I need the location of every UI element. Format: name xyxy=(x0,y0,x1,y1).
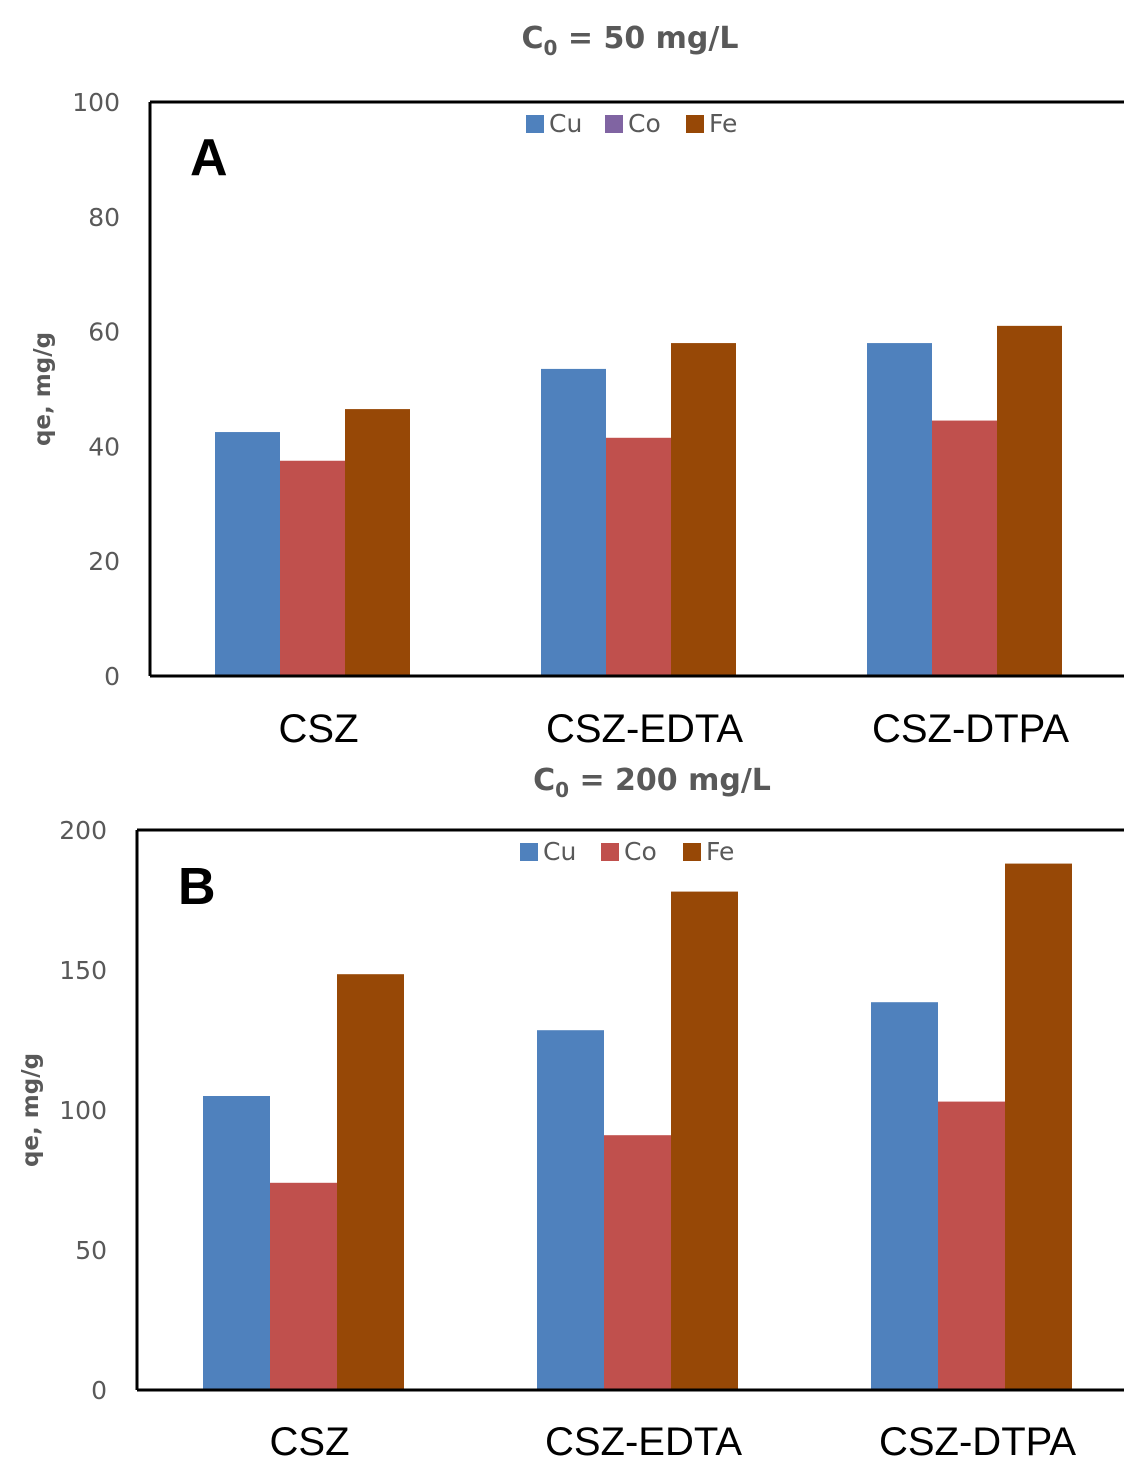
chart-b: C0 = 200 mg/L 0 50 100 150 200 qe, mg/g CSZ CSZ-… xyxy=(18,763,1124,1458)
chart-a-title: C0 = 50 mg/L xyxy=(522,21,739,60)
chart-b-bar-co-csz-edta xyxy=(604,1135,671,1390)
chart-a-bar-fe-csz xyxy=(345,409,410,676)
chart-a-panel-label: A xyxy=(190,129,228,187)
chart-b-bar-fe-csz-edta xyxy=(671,891,738,1390)
chart-b-ylabel: qe, mg/g xyxy=(18,1053,44,1167)
chart-b-xtick-label: CSZ-DTPA xyxy=(879,1420,1076,1458)
chart-a-bar-cu-csz xyxy=(215,432,280,676)
chart-a-bar-co-csz-edta xyxy=(606,437,671,676)
chart-b-bar-fe-csz-dtpa xyxy=(1005,863,1072,1390)
chart-b-legend-label: Co xyxy=(624,837,657,866)
chart-a-xtick-label: CSZ-EDTA xyxy=(546,707,743,751)
chart-b-title: C0 = 200 mg/L xyxy=(533,763,771,802)
chart-a-legend-label: Fe xyxy=(709,109,737,138)
chart-b-legend-swatch xyxy=(601,843,619,861)
chart-b-legend-swatch xyxy=(520,843,538,861)
chart-b-xtick-label: CSZ xyxy=(270,1420,350,1458)
chart-b-legend-label: Fe xyxy=(706,837,734,866)
chart-b-panel-label: B xyxy=(178,858,216,916)
chart-a-xtick-label: CSZ xyxy=(279,707,359,751)
chart-a-bar-cu-csz-dtpa xyxy=(867,343,932,676)
chart-a-ytick-label: 60 xyxy=(88,318,120,347)
chart-b-ytick-label: 0 xyxy=(91,1376,107,1405)
chart-a-legend-label: Co xyxy=(628,109,661,138)
chart-a-xtick-label: CSZ-DTPA xyxy=(872,707,1069,751)
chart-a: C0 = 50 mg/L 0 20 40 60 80 100 qe, mg/g CSZ CSZ-E… xyxy=(30,21,1124,751)
chart-a-ylabel: qe, mg/g xyxy=(30,332,56,446)
chart-b-ytick-label: 100 xyxy=(59,1096,107,1125)
chart-b-bar-fe-csz xyxy=(337,974,404,1390)
chart-a-bar-co-csz xyxy=(280,460,345,676)
chart-b-legend-label: Cu xyxy=(543,837,576,866)
chart-a-ytick-label: 100 xyxy=(72,88,120,117)
chart-a-ytick-label: 0 xyxy=(104,662,120,691)
chart-a-bar-fe-csz-dtpa xyxy=(997,325,1062,676)
chart-a-legend-swatch xyxy=(686,115,704,133)
chart-a-bar-cu-csz-edta xyxy=(541,368,606,676)
chart-b-ytick-label: 200 xyxy=(59,816,107,845)
chart-a-bar-fe-csz-edta xyxy=(671,343,736,676)
chart-a-legend-label: Cu xyxy=(549,109,582,138)
chart-a-legend-swatch xyxy=(526,115,544,133)
chart-b-bar-cu-csz-edta xyxy=(537,1030,604,1390)
chart-a-legend-swatch xyxy=(605,115,623,133)
chart-b-xtick-label: CSZ-EDTA xyxy=(545,1420,742,1458)
chart-a-ytick-label: 20 xyxy=(88,547,120,576)
chart-b-bar-cu-csz xyxy=(203,1096,270,1390)
chart-b-legend-swatch xyxy=(683,843,701,861)
chart-a-ytick-label: 40 xyxy=(88,432,120,461)
chart-b-ytick-label: 50 xyxy=(75,1236,107,1265)
chart-a-ytick-label: 80 xyxy=(88,203,120,232)
chart-a-bar-co-csz-dtpa xyxy=(932,420,997,676)
chart-b-bar-cu-csz-dtpa xyxy=(871,1002,938,1390)
chart-b-bar-co-csz-dtpa xyxy=(938,1101,1005,1390)
chart-b-bar-co-csz xyxy=(270,1182,337,1390)
chart-b-ytick-label: 150 xyxy=(59,956,107,985)
